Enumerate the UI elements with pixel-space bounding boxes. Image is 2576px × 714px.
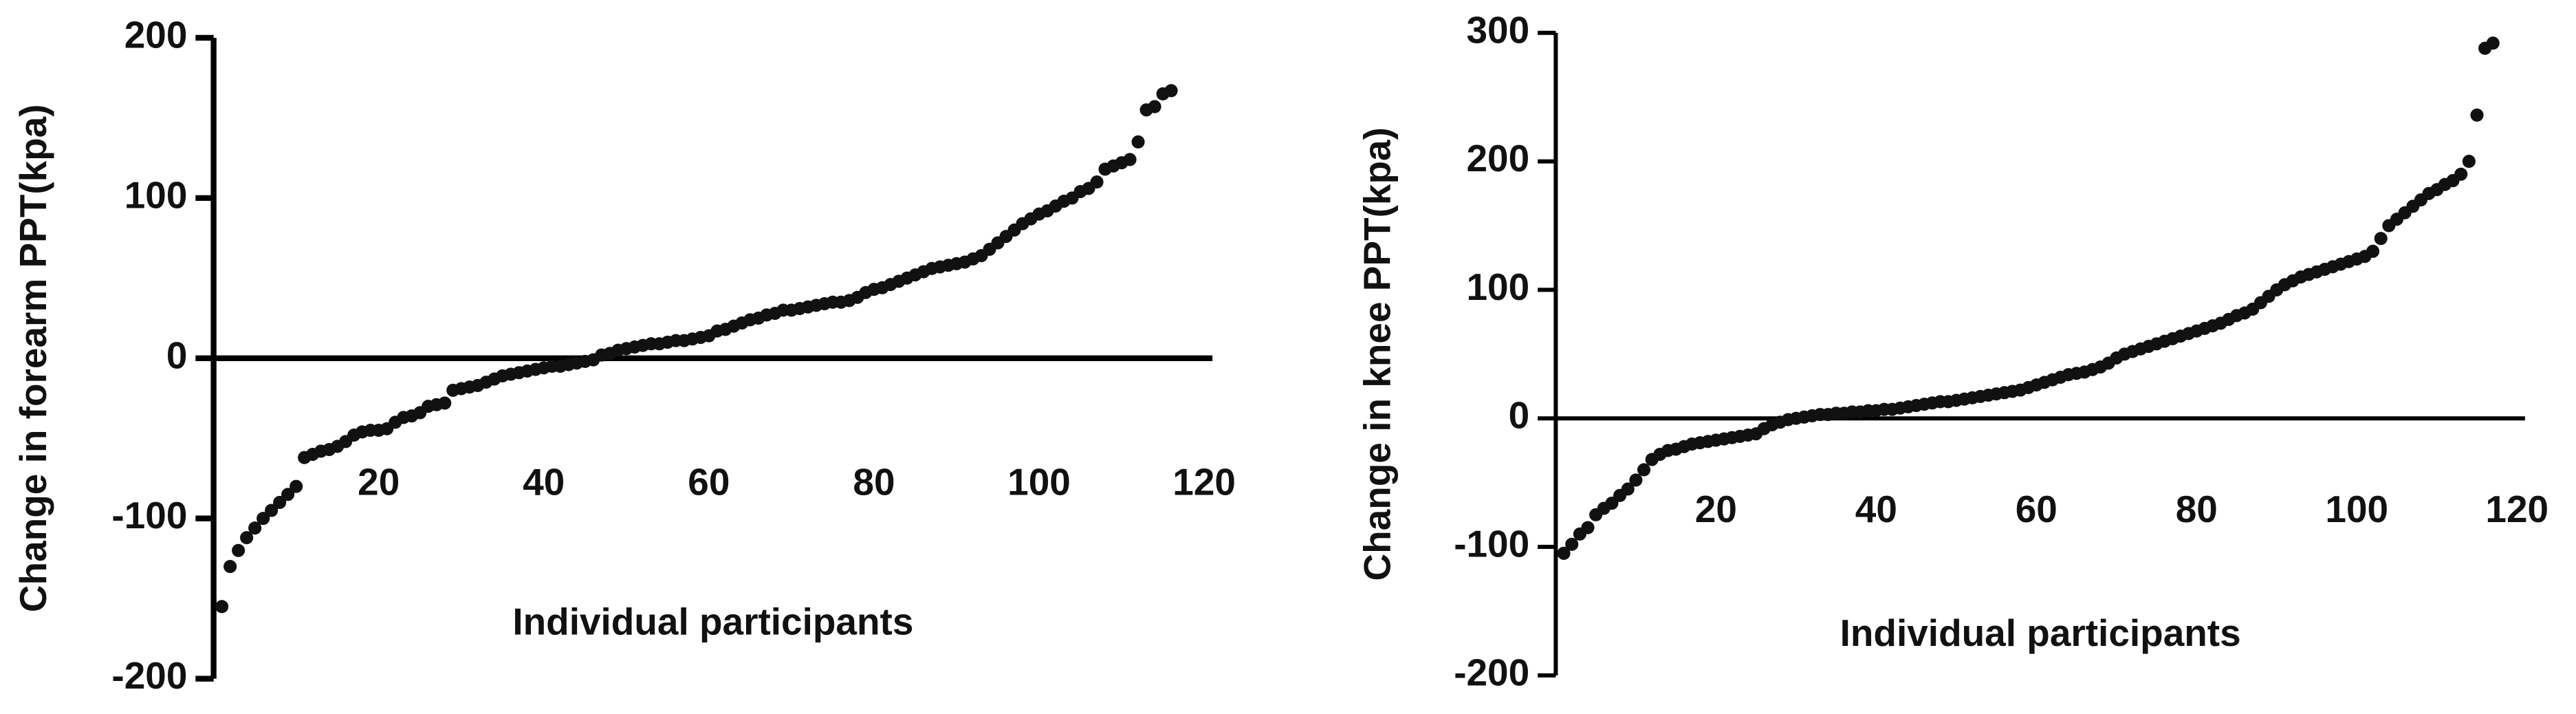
x-tick-label: 120 [1172, 460, 1236, 503]
data-point [1621, 482, 1635, 496]
data-point [290, 479, 303, 493]
data-point [2462, 155, 2476, 169]
y-tick-label: -200 [111, 654, 187, 697]
data-point [240, 531, 254, 545]
x-tick-label: 20 [358, 460, 400, 503]
x-tick-label: 80 [853, 460, 895, 503]
y-tick-label: 200 [124, 13, 188, 56]
data-point [273, 495, 287, 509]
data-point [256, 512, 270, 526]
data-point [232, 543, 245, 557]
y-axis-title: Change in knee PPT(kpa) [1355, 127, 1398, 581]
data-point [248, 521, 262, 535]
y-tick-label: 200 [1467, 137, 1530, 180]
x-axis-title: Individual participants [512, 600, 913, 642]
x-tick-label: 100 [2325, 488, 2388, 530]
data-point [1148, 100, 1161, 113]
x-tick-label: 60 [2016, 488, 2057, 530]
x-axis-title: Individual participants [1840, 612, 2241, 654]
data-point [265, 504, 279, 517]
x-tick-label: 20 [1695, 488, 1737, 530]
x-tick-label: 40 [523, 460, 565, 503]
y-tick-label: -200 [1454, 651, 1529, 693]
data-point [1629, 473, 1643, 487]
y-tick-label: 100 [124, 173, 188, 216]
data-point [2374, 232, 2388, 246]
data-point [1123, 153, 1137, 166]
x-tick-label: 60 [688, 460, 730, 503]
x-tick-label: 120 [2485, 488, 2548, 530]
data-point [281, 488, 295, 501]
data-point [223, 560, 237, 574]
data-point [438, 396, 452, 410]
x-tick-label: 40 [1855, 488, 1897, 530]
data-point [1581, 521, 1595, 534]
data-point [2486, 36, 2500, 50]
data-point [1131, 135, 1145, 149]
data-point [2470, 108, 2484, 122]
y-tick-label: 100 [1467, 266, 1530, 308]
data-point [215, 600, 229, 614]
data-point [1637, 463, 1651, 477]
y-tick-label: 300 [1467, 8, 1530, 51]
y-tick-label: 0 [166, 334, 188, 376]
data-point [1090, 175, 1104, 189]
x-tick-label: 100 [1007, 460, 1071, 503]
y-tick-label: -100 [1454, 523, 1529, 565]
data-point [2454, 167, 2468, 181]
data-point [1164, 84, 1178, 98]
data-point [1557, 546, 1571, 560]
y-tick-label: -100 [111, 494, 187, 537]
data-point [2366, 244, 2380, 258]
y-axis-title: Change in forearm PPT(kpa) [12, 104, 54, 612]
x-tick-label: 80 [2176, 488, 2218, 530]
y-tick-label: 0 [1509, 394, 1530, 437]
data-point [1565, 537, 1579, 551]
